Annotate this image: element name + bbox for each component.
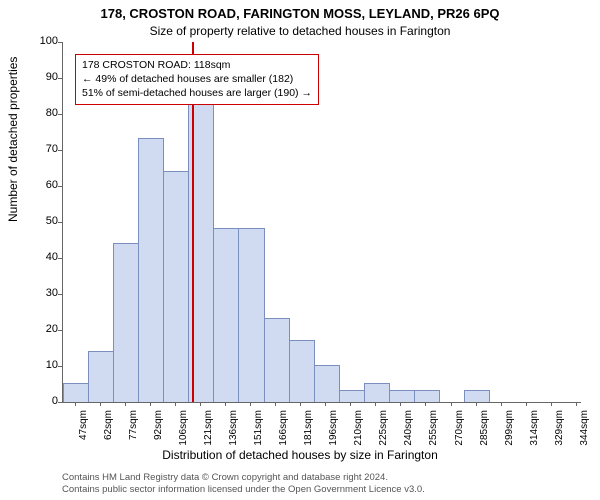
x-tick-label: 166sqm [278, 410, 289, 455]
x-tick-mark [200, 402, 201, 406]
x-tick-mark [526, 402, 527, 406]
x-tick-label: 136sqm [228, 410, 239, 455]
histogram-bar [389, 390, 415, 402]
histogram-bar [264, 318, 290, 402]
y-tick-mark [58, 150, 62, 151]
x-tick-mark [75, 402, 76, 406]
annotation-box: 178 CROSTON ROAD: 118sqm ← 49% of detach… [75, 54, 319, 105]
y-axis-label: Number of detached properties [6, 57, 20, 222]
y-tick-mark [58, 186, 62, 187]
x-tick-mark [350, 402, 351, 406]
y-tick-label: 40 [30, 251, 58, 263]
histogram-bar [464, 390, 490, 402]
x-tick-label: 121sqm [203, 410, 214, 455]
y-tick-mark [58, 114, 62, 115]
y-tick-label: 70 [30, 143, 58, 155]
histogram-bar [364, 383, 390, 402]
y-tick-mark [58, 78, 62, 79]
y-tick-label: 60 [30, 179, 58, 191]
y-tick-label: 50 [30, 215, 58, 227]
y-tick-mark [58, 294, 62, 295]
x-tick-label: 210sqm [353, 410, 364, 455]
x-tick-label: 151sqm [253, 410, 264, 455]
histogram-bar [138, 138, 164, 402]
y-tick-mark [58, 402, 62, 403]
x-tick-mark [225, 402, 226, 406]
chart-container: 178, CROSTON ROAD, FARINGTON MOSS, LEYLA… [0, 0, 600, 500]
annotation-line-2: ← 49% of detached houses are smaller (18… [82, 72, 312, 86]
x-tick-label: 329sqm [554, 410, 565, 455]
x-tick-mark [300, 402, 301, 406]
y-tick-label: 0 [30, 395, 58, 407]
x-tick-mark [250, 402, 251, 406]
histogram-bar [63, 383, 89, 402]
histogram-bar [213, 228, 239, 402]
y-tick-label: 90 [30, 71, 58, 83]
x-tick-label: 314sqm [529, 410, 540, 455]
histogram-bar [163, 171, 189, 402]
x-tick-mark [425, 402, 426, 406]
x-tick-mark [175, 402, 176, 406]
y-tick-mark [58, 222, 62, 223]
histogram-bar [414, 390, 440, 402]
x-tick-label: 196sqm [328, 410, 339, 455]
histogram-bar [289, 340, 315, 402]
x-tick-label: 77sqm [128, 410, 139, 455]
x-tick-mark [501, 402, 502, 406]
x-tick-mark [476, 402, 477, 406]
x-tick-label: 270sqm [454, 410, 465, 455]
y-tick-label: 80 [30, 107, 58, 119]
chart-title: 178, CROSTON ROAD, FARINGTON MOSS, LEYLA… [0, 6, 600, 21]
x-tick-label: 181sqm [303, 410, 314, 455]
y-tick-mark [58, 330, 62, 331]
x-tick-label: 106sqm [178, 410, 189, 455]
x-tick-mark [325, 402, 326, 406]
y-tick-label: 30 [30, 287, 58, 299]
x-tick-mark [275, 402, 276, 406]
y-tick-label: 20 [30, 323, 58, 335]
y-tick-label: 10 [30, 359, 58, 371]
chart-subtitle: Size of property relative to detached ho… [0, 24, 600, 38]
x-tick-label: 344sqm [579, 410, 590, 455]
x-tick-label: 225sqm [378, 410, 389, 455]
x-tick-label: 47sqm [78, 410, 89, 455]
plot-area: 178 CROSTON ROAD: 118sqm ← 49% of detach… [62, 42, 581, 403]
x-tick-mark [451, 402, 452, 406]
x-tick-mark [400, 402, 401, 406]
y-tick-mark [58, 42, 62, 43]
histogram-bar [88, 351, 114, 402]
y-tick-label: 100 [30, 35, 58, 47]
annotation-line-3: 51% of semi-detached houses are larger (… [82, 86, 312, 100]
x-tick-label: 299sqm [504, 410, 515, 455]
x-tick-label: 285sqm [479, 410, 490, 455]
histogram-bar [113, 243, 139, 402]
histogram-bar [339, 390, 365, 402]
x-tick-mark [150, 402, 151, 406]
footer-line-1: Contains HM Land Registry data © Crown c… [62, 472, 425, 484]
x-tick-label: 255sqm [428, 410, 439, 455]
x-tick-mark [100, 402, 101, 406]
y-tick-mark [58, 258, 62, 259]
x-tick-mark [375, 402, 376, 406]
histogram-bar [238, 228, 264, 402]
x-tick-label: 92sqm [153, 410, 164, 455]
y-tick-mark [58, 366, 62, 367]
histogram-bar [314, 365, 340, 402]
footer-line-2: Contains public sector information licen… [62, 484, 425, 496]
x-tick-mark [551, 402, 552, 406]
footer-attribution: Contains HM Land Registry data © Crown c… [62, 472, 425, 496]
x-tick-label: 240sqm [403, 410, 414, 455]
x-tick-mark [576, 402, 577, 406]
x-tick-mark [125, 402, 126, 406]
x-tick-label: 62sqm [103, 410, 114, 455]
annotation-line-1: 178 CROSTON ROAD: 118sqm [82, 58, 312, 72]
